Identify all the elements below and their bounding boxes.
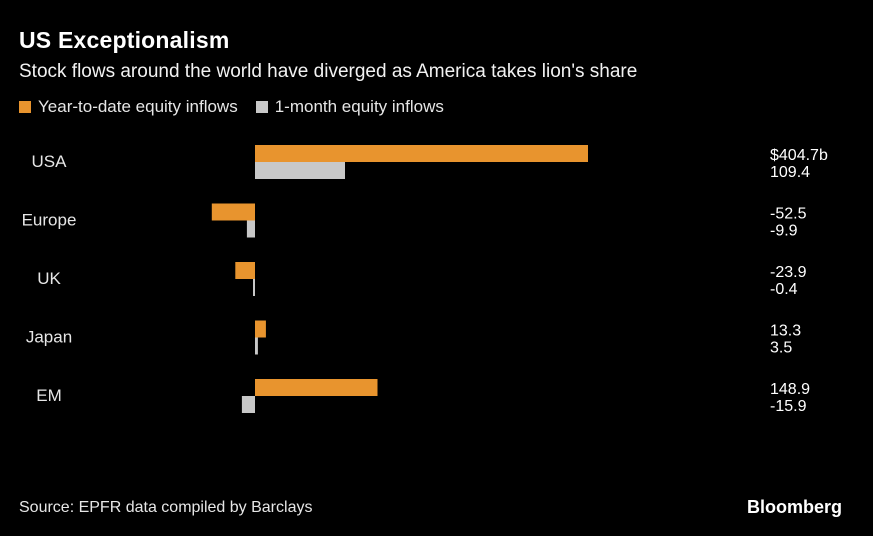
category-label-japan: Japan [26,328,72,347]
category-label-usa: USA [32,152,68,171]
bar-usa-one-month [255,162,345,179]
bar-em-one-month [241,396,255,413]
legend-swatch-ytd [19,101,31,113]
category-label-em: EM [36,386,62,405]
bloomberg-logo: Bloomberg [746,497,842,517]
value-label-em-one-month: -15.9 [770,398,807,415]
category-label-uk: UK [37,269,61,288]
category-label-europe: Europe [22,211,77,230]
legend-item-one-month: 1-month equity inflows [255,97,444,117]
bar-uk-one-month [253,279,255,296]
legend: Year-to-date equity inflows 1-month equi… [19,97,462,117]
chart-title: US Exceptionalism [19,27,230,53]
bar-japan-ytd [255,320,266,338]
bar-em-ytd [255,379,378,396]
legend-item-ytd: Year-to-date equity inflows [19,97,238,117]
value-label-europe-ytd: -52.5 [770,206,807,223]
bar-japan-one-month [255,337,258,355]
bar-europe-ytd [211,203,255,221]
legend-label-one-month: 1-month equity inflows [274,97,444,116]
bar-europe-one-month [246,220,255,238]
bar-usa-ytd [255,145,588,162]
value-label-em-ytd: 148.9 [770,381,810,398]
value-label-usa-one-month: 109.4 [770,164,810,181]
legend-label-ytd: Year-to-date equity inflows [38,97,238,116]
value-label-uk-ytd: -23.9 [770,264,807,281]
source-note: Source: EPFR data compiled by Barclays [19,499,313,516]
chart-subtitle: Stock flows around the world have diverg… [19,61,638,82]
value-label-uk-one-month: -0.4 [770,281,798,298]
value-label-usa-ytd: $404.7b [770,147,828,164]
legend-swatch-one-month [255,101,268,113]
value-label-japan-ytd: 13.3 [770,323,801,340]
value-label-europe-one-month: -9.9 [770,223,798,240]
bar-uk-ytd [235,262,255,279]
value-label-japan-one-month: 3.5 [770,340,792,357]
